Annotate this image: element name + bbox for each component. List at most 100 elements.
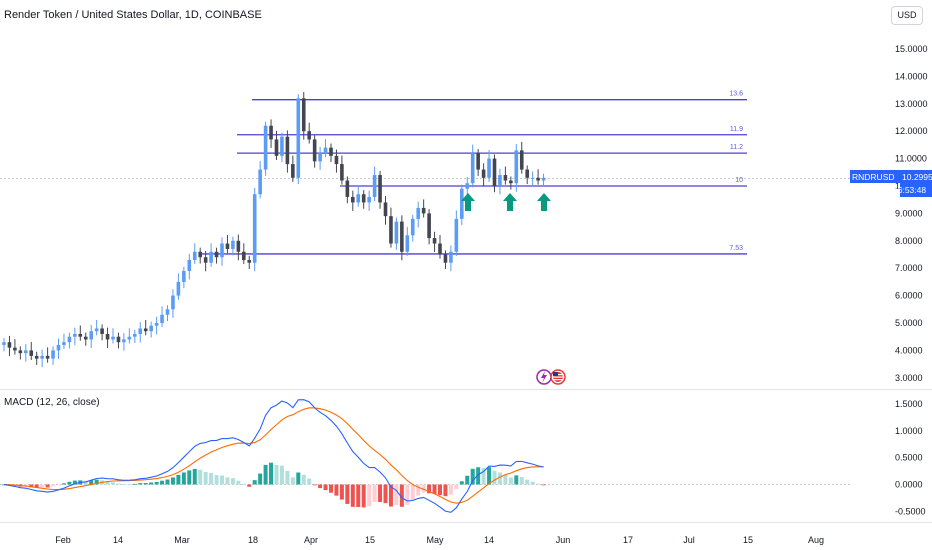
candle-body[interactable] [345,180,350,197]
candle-body[interactable] [198,251,202,258]
candle-body[interactable] [530,177,535,179]
candle-body[interactable] [182,270,186,282]
candle-body[interactable] [383,202,388,217]
candle-body[interactable] [307,131,311,140]
candle-body[interactable] [7,342,12,348]
us-flag-icon[interactable] [550,369,566,385]
currency-button[interactable]: USD [891,6,923,25]
candle-body[interactable] [143,328,148,332]
candle-body[interactable] [470,153,475,184]
candle-body[interactable] [351,196,355,203]
candle-body[interactable] [438,243,442,255]
candle-body[interactable] [421,207,426,214]
candle-body[interactable] [231,240,235,250]
candle-body[interactable] [492,158,497,186]
candle-body[interactable] [149,325,153,332]
candle-body[interactable] [34,355,39,359]
candle-body[interactable] [263,125,268,170]
candle-body[interactable] [498,175,502,186]
candle-body[interactable] [18,350,23,354]
candle-body[interactable] [334,155,339,165]
candle-body[interactable] [509,180,513,184]
candle-body[interactable] [410,218,415,236]
candle-body[interactable] [487,158,491,178]
candle-body[interactable] [269,125,273,140]
candle-body[interactable] [367,196,371,203]
candle-body[interactable] [13,347,17,351]
candle-body[interactable] [165,309,170,315]
candle-body[interactable] [247,259,252,263]
candle-body[interactable] [329,147,333,156]
candle-body[interactable] [301,98,306,132]
candle-body[interactable] [111,336,115,340]
candle-body[interactable] [378,175,382,203]
candle-body[interactable] [443,254,448,263]
candle-body[interactable] [94,328,99,332]
macd-indicator-label[interactable]: MACD (12, 26, close) [4,397,100,408]
candle-body[interactable] [236,240,241,252]
candle-body[interactable] [192,251,197,260]
candle-body[interactable] [291,164,295,178]
candle-body[interactable] [514,150,519,184]
candle-body[interactable] [105,333,110,340]
candle-body[interactable] [83,336,88,340]
candle-body[interactable] [280,136,284,156]
candle-body[interactable] [460,188,464,219]
candle-body[interactable] [427,213,431,239]
candle-body[interactable] [29,350,34,356]
candle-body[interactable] [67,336,72,343]
candle-body[interactable] [541,177,546,181]
candle-body[interactable] [242,251,246,260]
candle-body[interactable] [62,342,66,345]
candle-body[interactable] [296,98,301,178]
candle-body[interactable] [56,344,61,351]
candle-body[interactable] [416,207,420,219]
candle-body[interactable] [536,177,540,181]
candle-body[interactable] [89,331,93,340]
candle-body[interactable] [45,355,50,359]
candle-body[interactable] [465,183,470,189]
candle-body[interactable] [127,336,132,340]
candle-body[interactable] [394,221,399,244]
candle-body[interactable] [40,355,44,359]
lightning-icon[interactable] [536,369,552,385]
candle-body[interactable] [252,194,257,263]
candle-body[interactable] [78,333,83,337]
candle-body[interactable] [187,259,192,271]
candle-body[interactable] [258,169,262,195]
candle-body[interactable] [525,169,529,178]
candle-body[interactable] [51,350,55,359]
candle-body[interactable] [209,251,213,263]
candle-body[interactable] [220,243,224,258]
candle-body[interactable] [214,251,219,258]
candle-body[interactable] [312,139,317,162]
candle-body[interactable] [405,235,410,252]
candle-body[interactable] [318,153,322,162]
candle-body[interactable] [323,147,328,154]
candle-body[interactable] [203,257,208,263]
candle-body[interactable] [476,153,480,170]
candle-body[interactable] [2,342,6,345]
candle-body[interactable] [100,328,104,334]
candle-body[interactable] [372,175,377,197]
candle-body[interactable] [432,238,437,244]
candle-body[interactable] [400,221,404,252]
candle-body[interactable] [116,336,121,343]
candle-body[interactable] [225,243,230,250]
candle-body[interactable] [24,350,28,354]
candle-body[interactable] [340,164,344,181]
candle-body[interactable] [389,216,393,244]
candle-body[interactable] [138,328,143,334]
candle-body[interactable] [171,295,175,310]
candle-body[interactable] [454,218,459,252]
candle-body[interactable] [122,339,126,343]
candle-body[interactable] [133,333,137,337]
candle-body[interactable] [176,281,181,296]
candle-body[interactable] [274,139,279,156]
candle-body[interactable] [519,150,524,170]
candle-body[interactable] [154,323,159,326]
candle-body[interactable] [503,175,508,181]
candle-body[interactable] [449,251,453,263]
candle-body[interactable] [481,169,486,178]
